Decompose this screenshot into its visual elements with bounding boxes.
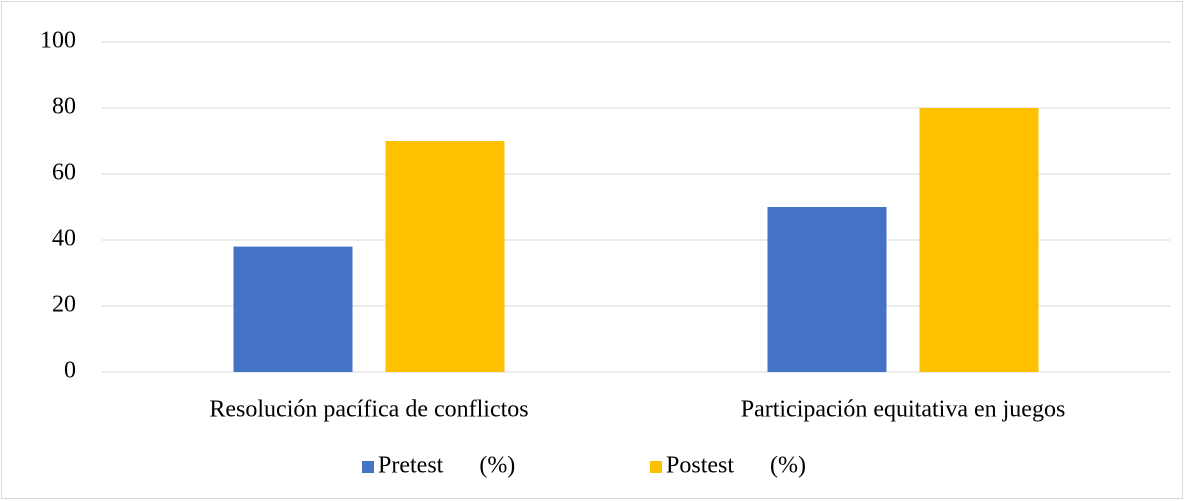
- y-tick-label: 40: [52, 226, 76, 252]
- x-tick-label: Participación equitativa en juegos: [741, 397, 1066, 423]
- bar: [919, 108, 1039, 372]
- y-tick-label: 60: [52, 160, 76, 186]
- bar: [385, 141, 505, 372]
- y-tick-label: 20: [52, 292, 76, 318]
- y-tick-label: 80: [52, 94, 76, 120]
- legend-label: Postest (%): [666, 453, 806, 479]
- y-tick-label: 100: [40, 28, 76, 54]
- bar: [767, 207, 887, 372]
- legend-swatch: [362, 461, 374, 473]
- legend-label: Pretest (%): [378, 453, 515, 479]
- y-tick-label: 0: [64, 358, 76, 384]
- legend-swatch: [650, 461, 662, 473]
- bar: [233, 246, 353, 372]
- x-tick-label: Resolución pacífica de conflictos: [209, 397, 528, 423]
